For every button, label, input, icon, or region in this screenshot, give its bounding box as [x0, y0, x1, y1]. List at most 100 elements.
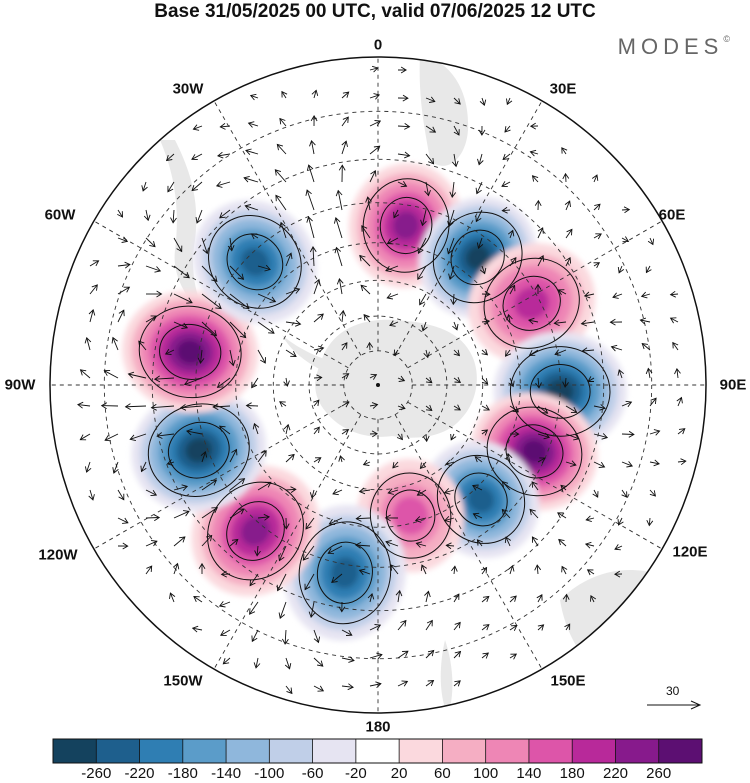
wind-vector: [415, 541, 427, 548]
wind-vector: [584, 541, 595, 549]
wind-vector: [229, 478, 246, 491]
wind-vector: [509, 284, 516, 295]
wind-vector: [393, 349, 400, 357]
wind-vector: [505, 452, 513, 463]
wind-vector: [117, 542, 129, 550]
meridian-line: [407, 401, 663, 550]
wind-vector: [677, 428, 686, 435]
contour-group-4: [486, 406, 583, 497]
wind-vector: [534, 283, 542, 294]
wind-vector: [472, 484, 483, 491]
wind-vector: [476, 237, 484, 250]
wind-vector: [341, 140, 348, 155]
lon-label-150e: 150E: [550, 672, 586, 690]
wind-vector: [341, 91, 350, 99]
latitude-circle: [235, 242, 521, 528]
wind-vector: [397, 375, 406, 382]
wind-vector: [387, 488, 399, 495]
wind-vector: [481, 595, 490, 603]
wind-vector: [306, 216, 315, 239]
wind-vector: [310, 115, 318, 127]
wind-vector: [531, 536, 539, 547]
wind-vector: [419, 293, 427, 306]
wind-vector: [313, 374, 323, 382]
wind-vector: [229, 321, 247, 339]
colorbar-tick-label: -100: [254, 765, 285, 782]
wind-vector: [192, 124, 203, 131]
wind-vector: [229, 448, 238, 463]
wind-vector: [257, 349, 266, 364]
wind-vector: [222, 657, 231, 665]
colorbar-swatch: [615, 739, 660, 763]
wind-vector: [537, 405, 549, 414]
wind-vector: [369, 65, 379, 73]
wind-vector: [424, 181, 431, 197]
wind-vector: [450, 293, 457, 306]
map-boundary: [49, 56, 707, 714]
wind-vector: [335, 189, 343, 211]
wind-vector: [143, 209, 151, 222]
lon-label-60e: 60E: [658, 206, 686, 224]
wind-vector: [676, 396, 683, 407]
wind-vector: [305, 189, 315, 211]
wind-vector: [173, 321, 189, 329]
wind-vector: [117, 517, 129, 524]
wind-vector: [193, 596, 203, 603]
wind-vector: [77, 401, 91, 409]
colorbar-tick-label: 180: [559, 765, 585, 782]
wind-vector: [646, 517, 654, 527]
wind-vector: [444, 515, 455, 523]
wind-vector: [276, 573, 287, 592]
wind-vector: [529, 508, 539, 519]
meridian-line: [93, 401, 349, 550]
wind-vector: [507, 564, 515, 575]
wind-vector: [165, 153, 175, 162]
contour-group-7: [298, 521, 392, 625]
wind-vector: [279, 117, 287, 127]
latitude-circle: [151, 158, 605, 612]
wind-vector: [201, 293, 222, 310]
wind-vector: [649, 397, 657, 407]
wind-vector: [278, 545, 287, 562]
wind-vector: [117, 286, 131, 295]
wind-vector: [420, 564, 427, 575]
wind-vector: [397, 619, 407, 631]
lon-label-120w: 120W: [38, 546, 78, 564]
wind-vector: [195, 209, 203, 224]
wind-vector: [341, 683, 354, 691]
wind-vector: [251, 377, 259, 389]
wind-vector: [501, 480, 511, 491]
wind-vector: [537, 227, 544, 239]
wind-vector: [564, 257, 572, 267]
wind-vector: [124, 403, 147, 410]
wind-vector: [369, 402, 379, 409]
wind-vector: [305, 517, 315, 530]
wind-vector: [103, 369, 119, 379]
wind-vector: [397, 680, 409, 687]
wind-vector: [363, 314, 371, 323]
wind-vector: [309, 139, 316, 155]
wind-vector: [117, 236, 129, 243]
wind-vector: [257, 321, 275, 334]
wind-vector: [447, 209, 455, 228]
wind-vector: [212, 403, 231, 411]
wind-vector: [220, 629, 231, 636]
wind-vector: [474, 456, 483, 463]
wind-vector: [257, 481, 272, 491]
wind-vector: [423, 349, 430, 359]
wind-vector: [302, 545, 315, 561]
colorbar-tick-label: -140: [211, 765, 242, 782]
wind-vector: [425, 377, 433, 384]
wind-vector: [502, 153, 511, 161]
wind-vector: [621, 489, 628, 498]
colorbar-tick-label: -260: [81, 765, 112, 782]
wind-vector: [227, 237, 235, 252]
wind-vector: [244, 204, 259, 211]
lon-label-30e: 30E: [549, 80, 577, 98]
wind-vector: [396, 433, 403, 441]
wind-vector: [169, 592, 176, 603]
wind-vector: [425, 96, 436, 103]
wind-vector: [649, 429, 661, 436]
wind-vector: [229, 293, 250, 310]
wind-vector: [414, 516, 427, 523]
